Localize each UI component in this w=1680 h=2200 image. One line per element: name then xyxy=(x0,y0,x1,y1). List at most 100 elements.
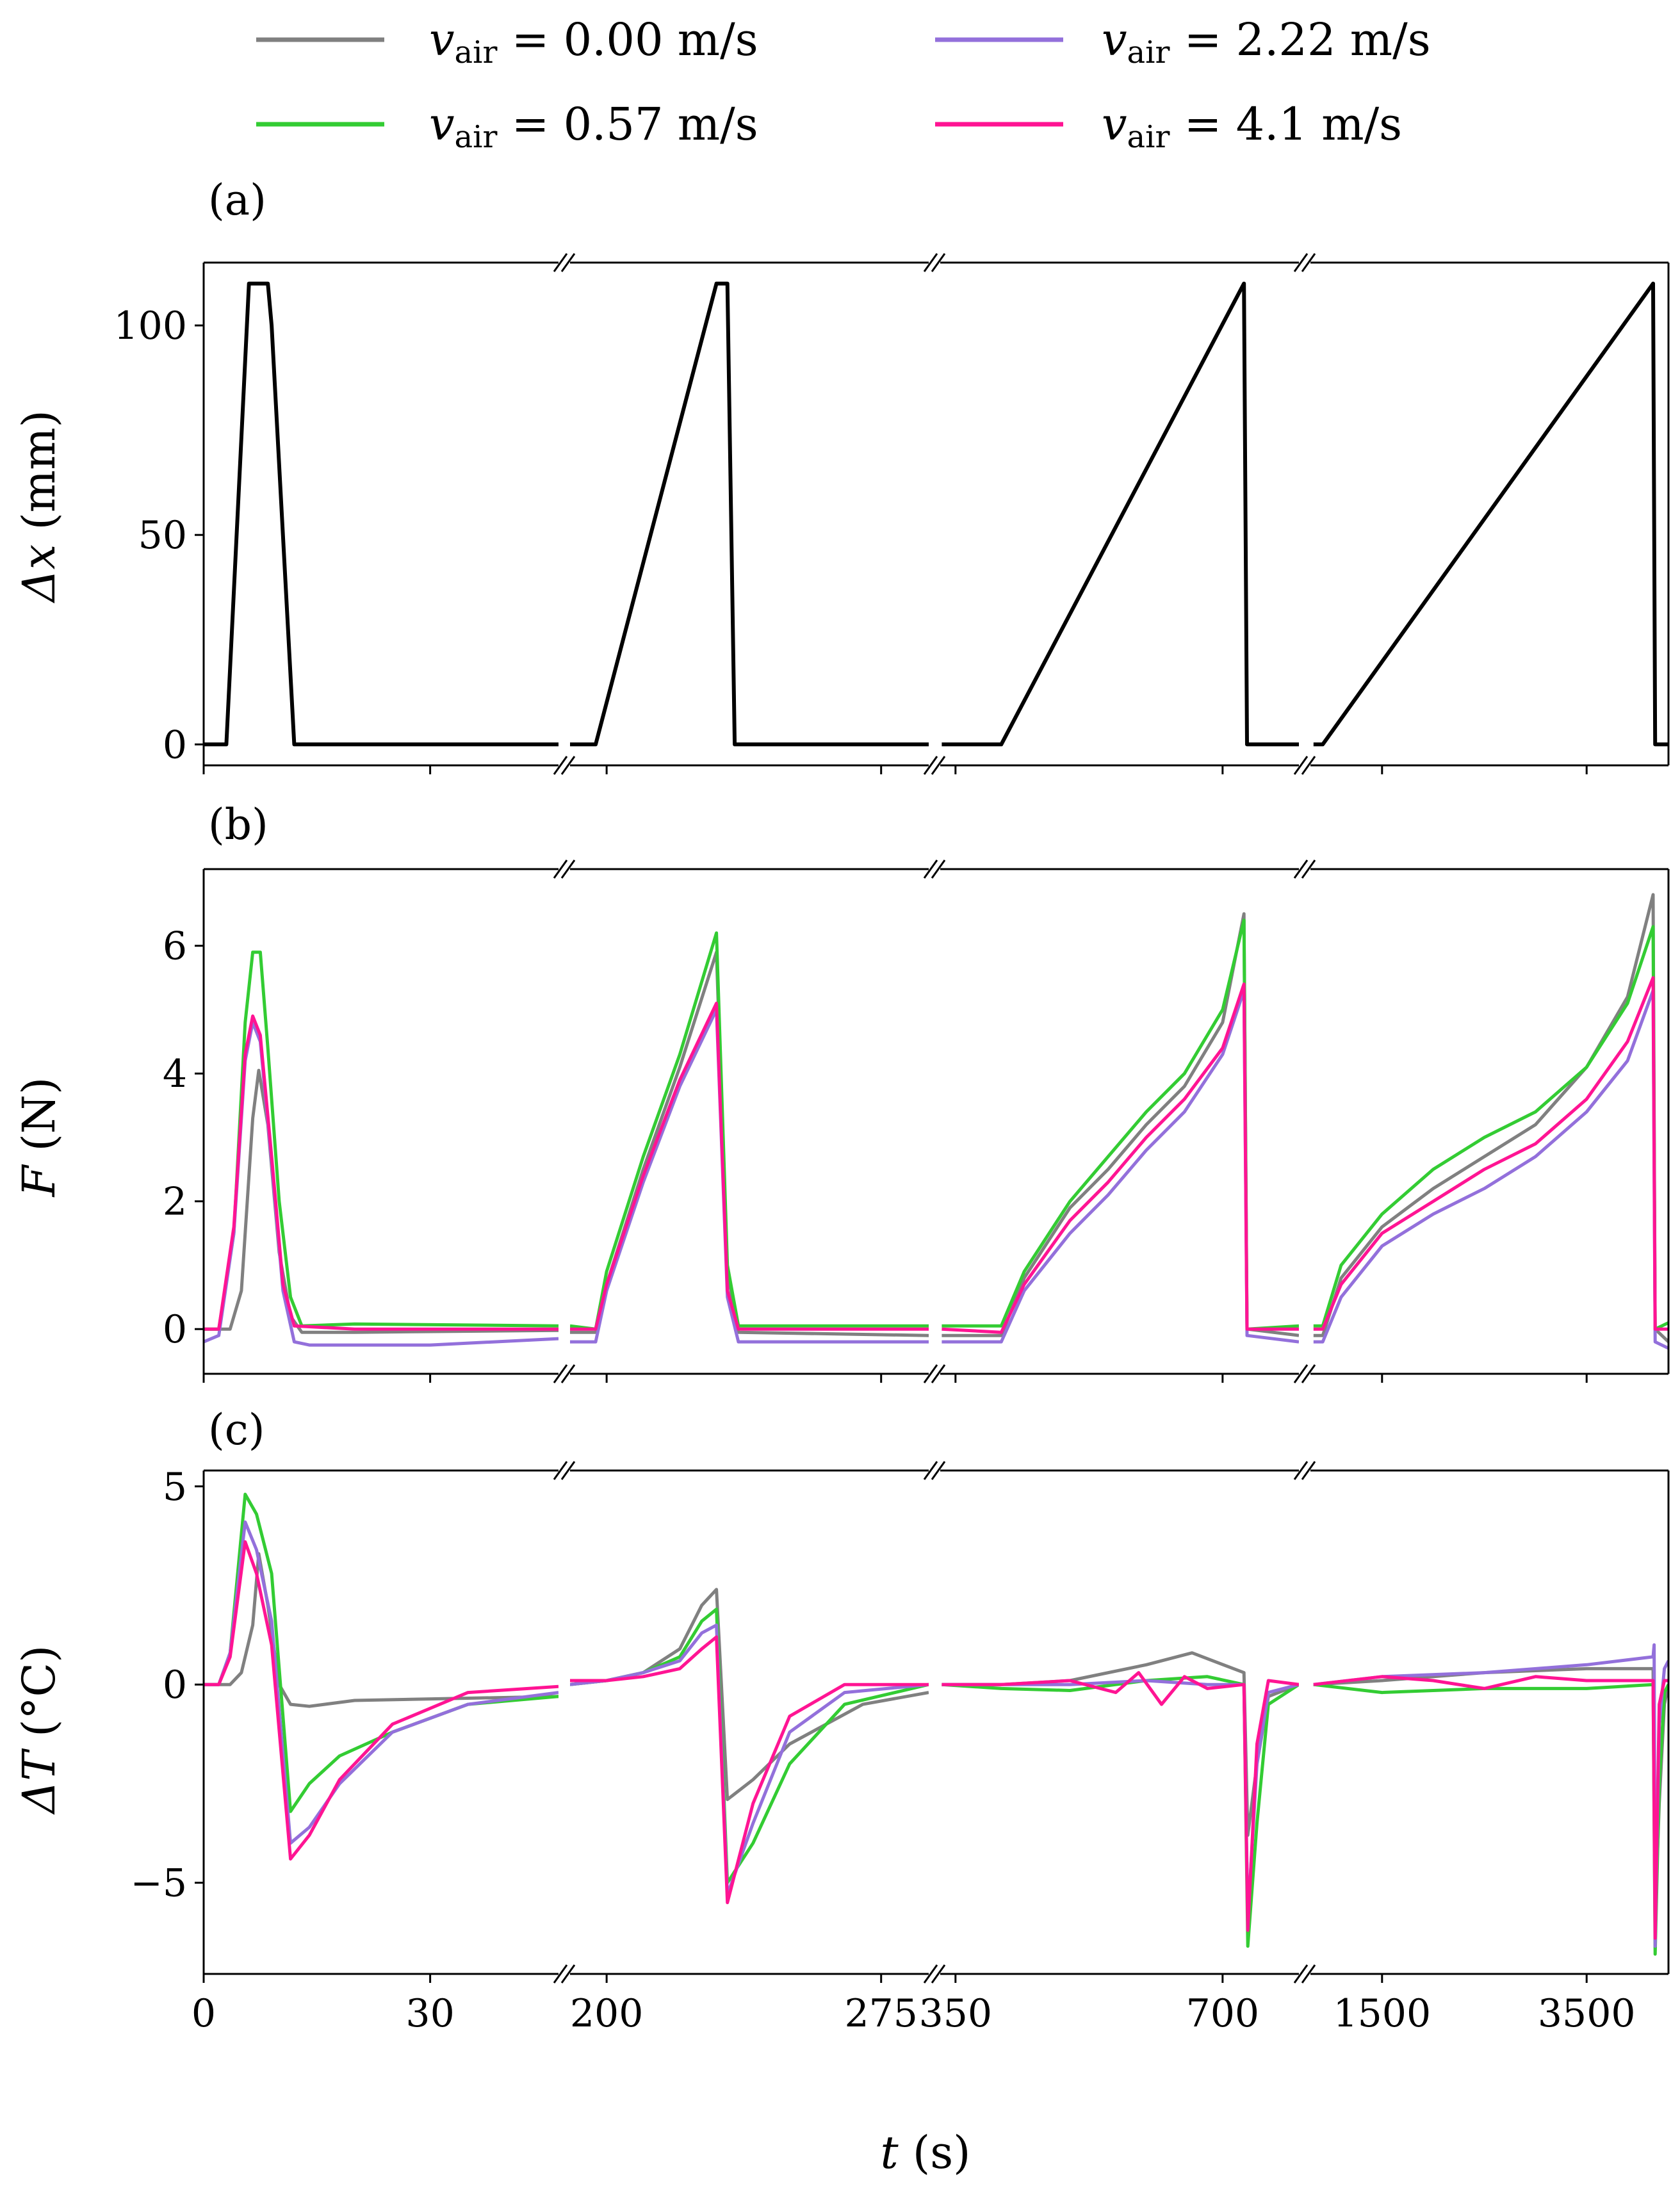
axis-break-mark xyxy=(1293,860,1309,879)
axis-break-mark xyxy=(560,756,576,775)
y-tick-label: 2 xyxy=(163,1180,187,1225)
axis-break-mark xyxy=(923,756,938,775)
y-tick-label: 4 xyxy=(163,1052,187,1096)
legend-label-2: vair = 2.22 m/s xyxy=(1102,13,1431,70)
series-line-3-segment-1 xyxy=(570,1635,929,1905)
axis-break-mark xyxy=(553,1461,568,1480)
ylabel-c: ΔT (°C) xyxy=(13,1645,65,1816)
series-line-1-segment-1 xyxy=(570,931,929,1331)
legend-entry: vair = 0.00 m/s xyxy=(256,13,758,70)
series-line-0-segment-3 xyxy=(1313,893,1668,1343)
axis-break-mark xyxy=(553,860,568,879)
axis-break-mark xyxy=(931,1364,946,1383)
x-tick-label: 350 xyxy=(919,1991,993,2036)
series-line-0-segment-1 xyxy=(570,950,929,1337)
y-tick-label: 50 xyxy=(138,513,187,558)
series-line-0-segment-1 xyxy=(570,281,929,747)
series-line-0-segment-1 xyxy=(570,1588,929,1802)
xlabel: t (s) xyxy=(881,2126,971,2179)
axis-break-mark xyxy=(560,860,576,879)
series-line-2-segment-0 xyxy=(204,1020,559,1347)
ylabel-b: F (N) xyxy=(13,1077,65,1198)
series-line-0-segment-2 xyxy=(942,281,1299,747)
series-line-3-segment-2 xyxy=(942,982,1299,1334)
legend-entry: vair = 2.22 m/s xyxy=(935,13,1431,70)
panel-label-a: (a) xyxy=(208,175,266,225)
y-tick-label: 5 xyxy=(163,1465,187,1510)
axis-break-mark xyxy=(553,1964,568,1984)
y-tick-label: 0 xyxy=(163,722,187,767)
axis-break-mark xyxy=(1293,1364,1309,1383)
series-line-0-segment-3 xyxy=(1313,281,1668,747)
axis-break-mark xyxy=(923,1461,938,1480)
axis-break-mark xyxy=(560,1364,576,1383)
axis-break-mark xyxy=(1293,1461,1309,1480)
series-line-0-segment-3 xyxy=(1313,1666,1668,1916)
axis-break-mark xyxy=(923,1964,938,1984)
axis-break-mark xyxy=(1301,1461,1316,1480)
axis-break-mark xyxy=(931,253,946,272)
x-tick-label: 0 xyxy=(192,1991,216,2036)
series-line-3-segment-2 xyxy=(942,1671,1299,1932)
x-tick-label: 700 xyxy=(1186,1991,1260,2036)
y-tick-label: 100 xyxy=(113,304,187,348)
y-tick-label: 0 xyxy=(163,1663,187,1707)
axis-break-mark xyxy=(931,860,946,879)
axis-break-mark xyxy=(931,1964,946,1984)
series-line-1-segment-3 xyxy=(1313,925,1668,1331)
legend-entry: vair = 0.57 m/s xyxy=(256,98,758,155)
axis-break-mark xyxy=(553,253,568,272)
axis-break-mark xyxy=(1301,253,1316,272)
axis-break-mark xyxy=(560,253,576,272)
axis-break-mark xyxy=(1301,756,1316,775)
series-line-0-segment-0 xyxy=(204,1068,559,1334)
panel-label-b: (b) xyxy=(208,800,268,849)
axis-break-mark xyxy=(1293,756,1309,775)
x-tick-label: 200 xyxy=(570,1991,644,2036)
panel-2: −5 0 5 0 30 200 275 350 700 1500 3500 xyxy=(131,1461,1670,2036)
axis-break-mark xyxy=(1301,1364,1316,1383)
axis-break-mark xyxy=(560,1964,576,1984)
legend-entry: vair = 4.1 m/s xyxy=(935,98,1402,155)
x-tick-label: 275 xyxy=(844,1991,918,2036)
y-tick-label: −5 xyxy=(131,1861,187,1906)
x-tick-label: 1500 xyxy=(1333,1991,1431,2036)
series-line-1-segment-2 xyxy=(942,1675,1299,1948)
axis-break-mark xyxy=(553,1364,568,1383)
panel-0: 0 50 100 xyxy=(113,253,1670,775)
x-tick-label: 3500 xyxy=(1538,1991,1636,2036)
axis-break-mark xyxy=(923,1364,938,1383)
series-line-3-segment-3 xyxy=(1313,1675,1668,1940)
axis-break-mark xyxy=(1293,1964,1309,1984)
legend-label-3: vair = 4.1 m/s xyxy=(1102,98,1402,155)
axis-break-mark xyxy=(1301,1964,1316,1984)
legend: vair = 0.00 m/s vair = 0.57 m/s vair = 2… xyxy=(256,13,1431,155)
series-line-2-segment-2 xyxy=(942,1679,1299,1920)
series-line-1-segment-0 xyxy=(204,950,559,1331)
panel-label-c: (c) xyxy=(208,1405,265,1454)
series-line-1-segment-3 xyxy=(1313,1683,1668,1956)
x-tick-label: 30 xyxy=(405,1991,454,2036)
axis-break-mark xyxy=(923,253,938,272)
series-line-3-segment-0 xyxy=(204,1014,559,1331)
series-line-3-segment-0 xyxy=(204,1540,559,1861)
axis-break-mark xyxy=(931,1461,946,1480)
series-line-1-segment-0 xyxy=(204,1492,559,1813)
axis-break-mark xyxy=(1301,860,1316,879)
series-line-2-segment-3 xyxy=(1313,989,1668,1350)
series-line-2-segment-1 xyxy=(570,1007,929,1344)
series-line-0-segment-0 xyxy=(204,281,559,747)
axis-break-mark xyxy=(553,756,568,775)
y-tick-label: 0 xyxy=(163,1307,187,1352)
series-line-2-segment-1 xyxy=(570,1623,929,1896)
legend-label-1: vair = 0.57 m/s xyxy=(429,98,758,155)
y-tick-label: 6 xyxy=(163,924,187,969)
axis-break-mark xyxy=(1293,253,1309,272)
series-line-1-segment-1 xyxy=(570,1608,929,1885)
ylabel-a: Δx (mm) xyxy=(13,410,65,604)
series-line-3-segment-1 xyxy=(570,1002,929,1331)
panel-1: 0 2 4 6 xyxy=(163,860,1670,1383)
axis-break-mark xyxy=(931,756,946,775)
legend-label-0: vair = 0.00 m/s xyxy=(429,13,758,70)
